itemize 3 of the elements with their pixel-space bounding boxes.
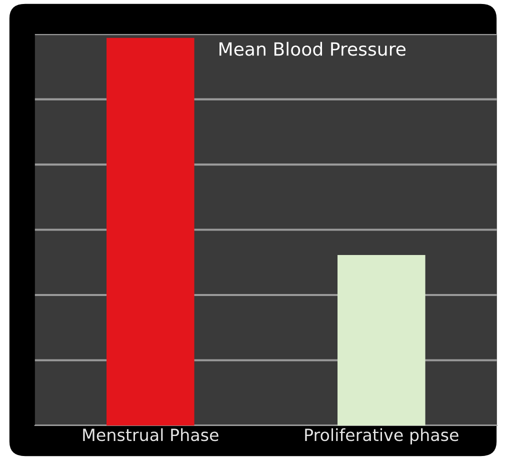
x-tick-label: Proliferative phase — [305, 428, 458, 444]
chart-title: Mean Blood Pressure — [220, 42, 406, 56]
x-tick-label: Menstrual Phase — [83, 428, 218, 442]
